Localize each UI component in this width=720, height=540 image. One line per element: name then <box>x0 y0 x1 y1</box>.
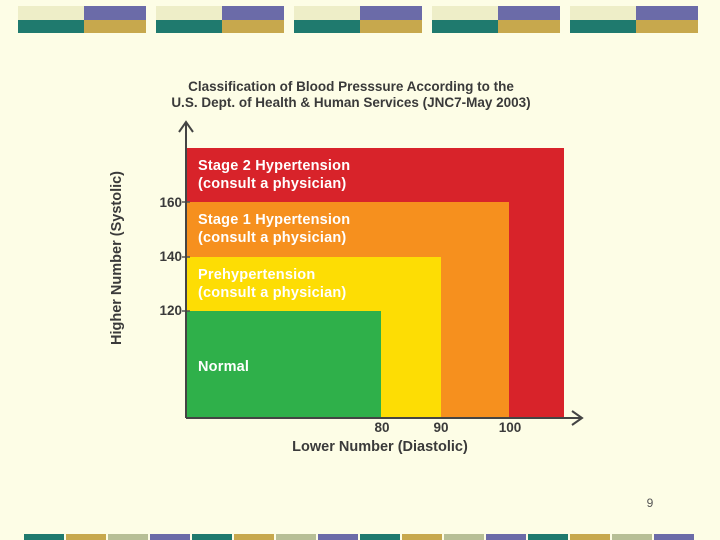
zone-note: (consult a physician) <box>198 176 347 192</box>
band-block <box>486 534 526 540</box>
page-number: 9 <box>646 496 654 510</box>
band-block <box>498 6 560 20</box>
band-block <box>402 534 442 540</box>
band-block <box>444 534 484 540</box>
band-block <box>108 534 148 540</box>
band-block <box>84 20 146 33</box>
zone-label-stage-1-hypertension: Stage 1 Hypertension (consult a physician… <box>198 211 350 247</box>
y-tick-140: 140 <box>159 249 182 264</box>
y-tick-160: 160 <box>159 195 182 210</box>
x-tick-100: 100 <box>498 420 522 435</box>
band-block <box>222 20 284 33</box>
zone-label-prehypertension: Prehypertension (consult a physician) <box>198 266 346 302</box>
band-block <box>360 20 422 33</box>
band-block <box>24 534 64 540</box>
bottom-decorative-band <box>24 534 694 540</box>
band-block <box>570 20 636 33</box>
y-axis-label: Higher Number (Systolic) <box>109 170 125 346</box>
band-block <box>18 6 84 20</box>
band-block <box>192 534 232 540</box>
zone-name: Normal <box>198 359 250 375</box>
zone-normal <box>186 311 381 418</box>
band-block <box>66 534 106 540</box>
band-block <box>150 534 190 540</box>
zone-name: Prehypertension <box>198 267 316 283</box>
band-block <box>636 6 698 20</box>
band-block <box>294 6 360 20</box>
band-block <box>432 20 498 33</box>
band-block <box>276 534 316 540</box>
zone-name: Stage 1 Hypertension <box>198 212 351 228</box>
band-block <box>156 6 222 20</box>
zone-note: (consult a physician) <box>198 285 347 301</box>
band-block <box>498 20 560 33</box>
y-tick-120: 120 <box>159 303 182 318</box>
band-block <box>156 20 222 33</box>
band-block <box>294 20 360 33</box>
band-block <box>570 534 610 540</box>
band-block <box>360 534 400 540</box>
band-block <box>222 6 284 20</box>
zone-label-normal: Normal <box>198 358 249 376</box>
zone-label-stage-2-hypertension: Stage 2 Hypertension (consult a physician… <box>198 157 350 193</box>
x-tick-90: 90 <box>433 420 449 435</box>
zone-name: Stage 2 Hypertension <box>198 158 351 174</box>
band-block <box>432 6 498 20</box>
band-block <box>570 6 636 20</box>
band-block <box>636 20 698 33</box>
band-block <box>360 6 422 20</box>
y-axis-arrow <box>178 120 194 133</box>
x-axis-label: Lower Number (Diastolic) <box>292 439 468 455</box>
band-block <box>18 20 84 33</box>
band-block <box>84 6 146 20</box>
zone-note: (consult a physician) <box>198 230 347 246</box>
chart-title-line-1: Classification of Blood Presssure Accord… <box>188 79 514 94</box>
band-block <box>528 534 568 540</box>
band-block <box>234 534 274 540</box>
chart-title-line-2: U.S. Dept. of Health & Human Services (J… <box>171 95 531 110</box>
band-block <box>318 534 358 540</box>
x-tick-80: 80 <box>374 420 390 435</box>
top-decorative-band <box>18 6 698 33</box>
band-block <box>612 534 652 540</box>
x-axis-arrow <box>571 410 584 426</box>
band-block <box>654 534 694 540</box>
